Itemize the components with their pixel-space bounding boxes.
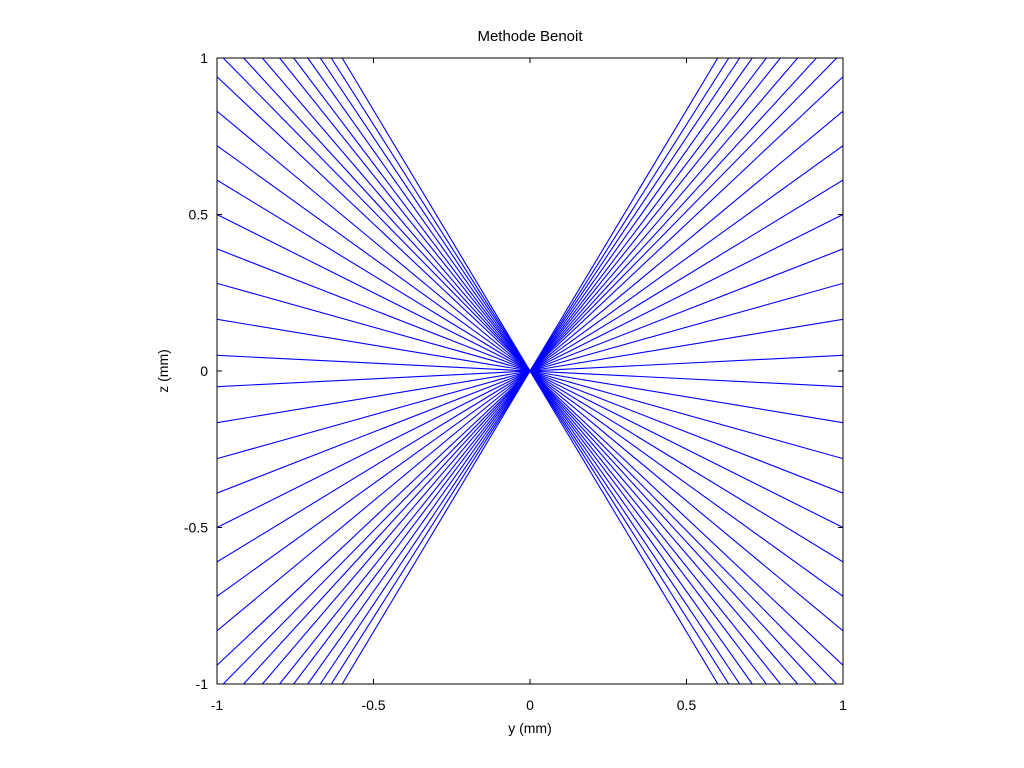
y-tick-label: 0	[200, 363, 208, 379]
ray-line-36	[341, 58, 719, 684]
y-tick-labels: -1 -0.5 0 0.5 1	[184, 50, 208, 692]
ray-series-group	[217, 58, 843, 684]
axis-ticks	[216, 57, 844, 685]
x-tick-label: 1	[839, 697, 847, 713]
y-tick-label: 1	[200, 50, 208, 66]
chart-title: Methode Benoit	[477, 28, 583, 45]
y-tick-label: 0.5	[189, 207, 209, 223]
x-tick-label: 0	[526, 697, 534, 713]
y-tick-label: -1	[196, 676, 209, 692]
y-axis-label: z (mm)	[155, 349, 171, 393]
x-tick-labels: -1 -0.5 0 0.5 1	[211, 697, 847, 713]
x-tick-label: -0.5	[361, 697, 385, 713]
x-tick-label: -1	[211, 697, 224, 713]
y-tick-label: -0.5	[184, 520, 208, 536]
x-tick-label: 0.5	[677, 697, 697, 713]
x-axis-label: y (mm)	[508, 720, 552, 736]
